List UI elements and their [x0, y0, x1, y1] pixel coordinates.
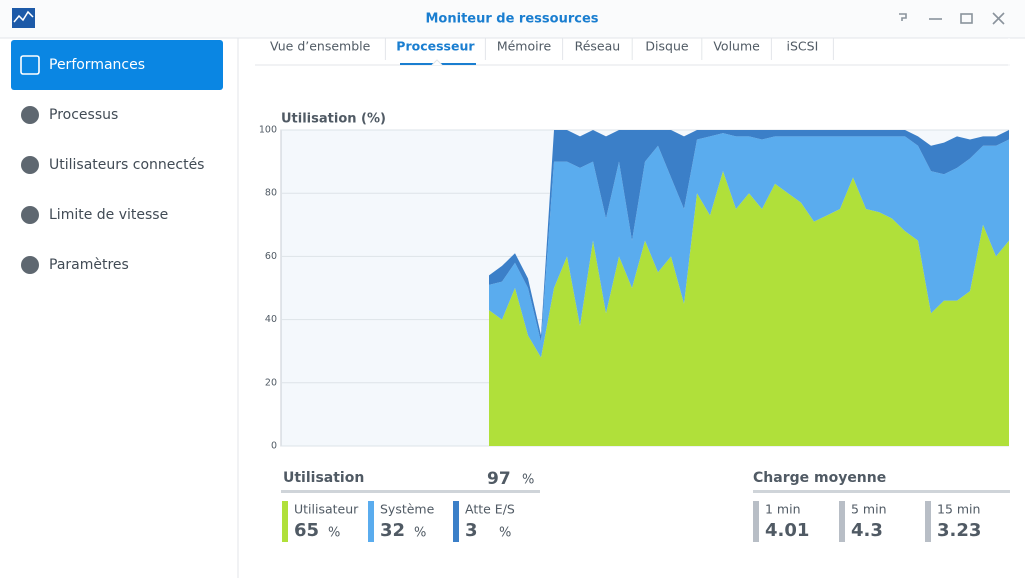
y-tick-label: 100 — [259, 125, 277, 136]
item-value: 3.23 — [937, 520, 981, 541]
item-label: 15 min — [937, 502, 980, 517]
sidebar-item[interactable]: Performances — [20, 55, 145, 75]
item-label: Utilisateur — [294, 502, 359, 517]
item-bar — [753, 501, 759, 542]
y-tick-label: 60 — [265, 251, 277, 262]
charge-title: Charge moyenne — [753, 470, 886, 486]
item-value: 3 — [465, 520, 478, 541]
item-label: Système — [380, 502, 435, 517]
tab[interactable]: Volume — [713, 39, 760, 54]
item-bar — [453, 501, 459, 542]
tab[interactable]: iSCSI — [787, 39, 819, 54]
tab[interactable]: Processeur — [396, 39, 475, 54]
sidebar-icon — [20, 55, 40, 75]
sidebar-icon — [21, 256, 39, 274]
y-tick-label: 40 — [265, 314, 277, 325]
help-button[interactable] — [899, 13, 907, 21]
item-unit: % — [414, 526, 426, 541]
item-bar — [925, 501, 931, 542]
item-bar — [282, 501, 288, 542]
app-icon-line — [13, 10, 34, 23]
util-value: 97 — [487, 469, 511, 489]
close-button[interactable] — [992, 12, 1005, 25]
area-2 — [489, 130, 1009, 342]
item-unit: % — [499, 526, 511, 541]
tab[interactable]: Mémoire — [497, 39, 552, 54]
sidebar-label: Utilisateurs connectés — [49, 157, 204, 173]
sidebar-label: Processus — [49, 107, 118, 123]
item-value: 4.01 — [765, 520, 809, 541]
sidebar-icon — [21, 106, 39, 124]
title-bar — [0, 0, 1025, 38]
sidebar-label: Paramètres — [49, 257, 129, 273]
y-tick-label: 20 — [265, 377, 277, 388]
util-unit: % — [522, 473, 534, 488]
maximize-button[interactable] — [960, 13, 973, 24]
item-label: 5 min — [851, 502, 887, 517]
tab[interactable]: Vue d’ensemble — [270, 39, 371, 54]
sidebar-item[interactable]: Utilisateurs connectés — [21, 156, 204, 174]
y-tick-label: 0 — [271, 441, 277, 452]
sidebar-selected — [11, 40, 223, 90]
charge-rule — [753, 490, 1010, 493]
chart-title: Utilisation (%) — [281, 112, 386, 127]
sidebar-icon — [21, 156, 39, 174]
window-title: Moniteur de ressources — [425, 12, 598, 27]
tab[interactable]: Réseau — [575, 39, 621, 54]
util-title: Utilisation — [283, 470, 364, 486]
item-unit: % — [328, 526, 340, 541]
window-controls[interactable] — [899, 12, 1005, 25]
y-tick-label: 80 — [265, 188, 277, 199]
sidebar-label: Performances — [49, 57, 145, 73]
util-rule — [281, 490, 540, 493]
area-1 — [489, 133, 1009, 358]
sidebar-icon — [21, 206, 39, 224]
item-bar — [839, 501, 845, 542]
item-label: 1 min — [765, 502, 801, 517]
sidebar-item[interactable]: Paramètres — [21, 256, 129, 274]
item-value: 32 — [380, 520, 405, 541]
sidebar-item[interactable]: Limite de vitesse — [21, 206, 168, 224]
item-value: 65 — [294, 520, 319, 541]
item-label: Atte E/S — [465, 502, 515, 517]
tab[interactable]: Disque — [645, 39, 688, 54]
item-value: 4.3 — [851, 520, 883, 541]
sidebar-label: Limite de vitesse — [49, 207, 168, 223]
sidebar-item[interactable]: Processus — [21, 106, 118, 124]
item-bar — [368, 501, 374, 542]
tab-notch — [431, 59, 443, 66]
area-0 — [489, 171, 1009, 446]
